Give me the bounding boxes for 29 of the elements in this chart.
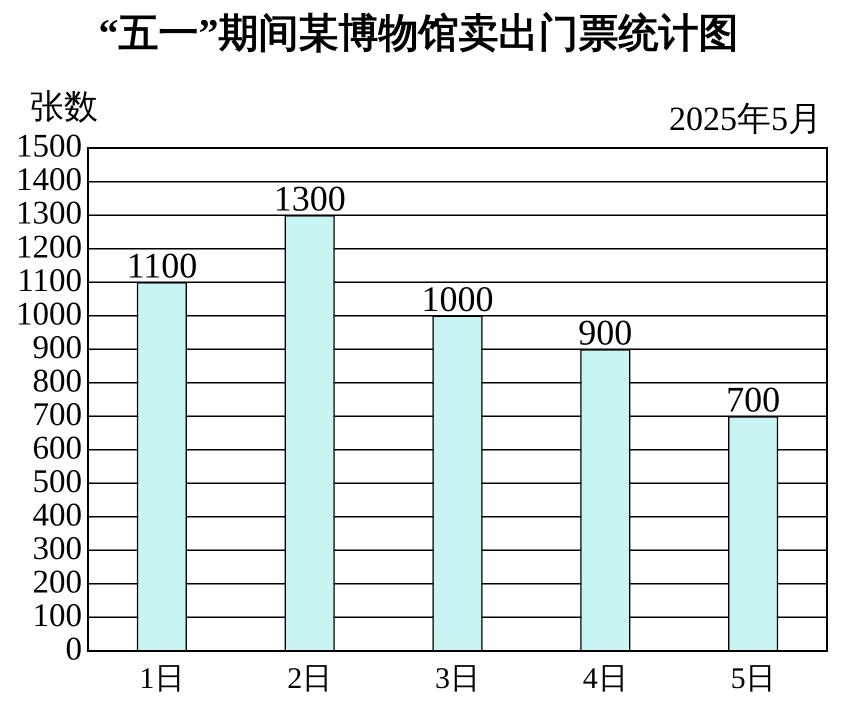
y-tick-label: 1400 xyxy=(16,162,82,198)
x-tick-label: 5日 xyxy=(730,662,776,695)
y-tick-label: 200 xyxy=(32,564,82,601)
y-tick-label: 400 xyxy=(32,498,82,534)
data-label: 1100 xyxy=(126,246,198,286)
y-tick-label: 1500 xyxy=(16,128,82,165)
data-label: 700 xyxy=(726,380,780,420)
y-tick-label: 800 xyxy=(32,363,82,400)
y-tick-label: 100 xyxy=(32,598,82,634)
x-tick-label: 3日 xyxy=(435,662,480,695)
y-axis-title: 张数 xyxy=(30,88,98,126)
x-tick-label: 4日 xyxy=(582,662,628,695)
y-tick-label: 500 xyxy=(32,464,82,500)
y-tick-label: 600 xyxy=(32,430,82,466)
y-tick-label: 0 xyxy=(66,632,82,668)
data-label: 900 xyxy=(578,312,632,353)
y-tick-label: 300 xyxy=(32,531,82,568)
data-label: 1300 xyxy=(274,178,346,219)
data-label: 1000 xyxy=(422,279,494,320)
x-tick-label: 2日 xyxy=(287,662,332,695)
y-tick-label: 1100 xyxy=(17,262,82,299)
y-tick-label: 1300 xyxy=(16,196,82,232)
chart-title: “五一”期间某博物馆卖出门票统计图 xyxy=(98,10,738,56)
x-tick-label: 1日 xyxy=(139,662,184,695)
y-tick-label: 700 xyxy=(32,396,82,433)
y-tick-label: 900 xyxy=(32,330,82,366)
chart-subtitle: 2025年5月 xyxy=(669,100,822,138)
y-tick-label: 1000 xyxy=(16,296,82,332)
y-tick-label: 1200 xyxy=(16,229,82,266)
